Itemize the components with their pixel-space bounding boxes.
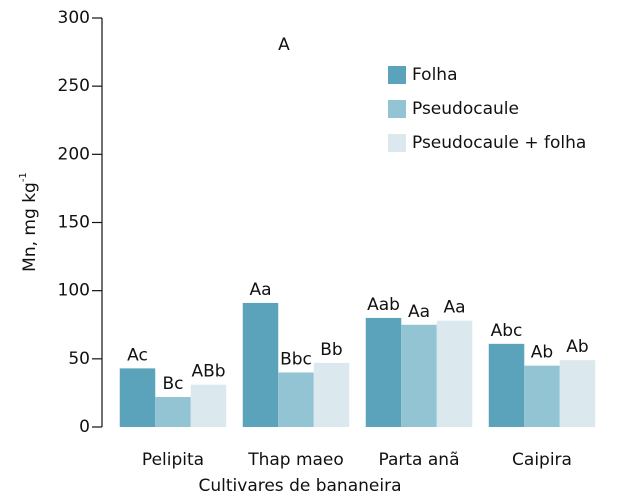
bar [190, 384, 227, 427]
y-tick-label: 150 [58, 213, 90, 233]
bar [488, 343, 525, 427]
legend-label: Pseudocaule + folha [412, 133, 586, 153]
bar [524, 365, 560, 427]
y-label-sup: -1 [18, 172, 29, 182]
bar-letter: Bc [162, 374, 183, 394]
legend-label: Folha [412, 65, 458, 85]
x-tick-label: Thap maeo [247, 450, 344, 470]
x-tick-label: Pelipita [142, 450, 204, 470]
bar-letter: Aab [367, 295, 400, 315]
bar-letter: Bbc [280, 349, 312, 369]
bar-letter: Abc [491, 321, 523, 341]
bar [436, 320, 473, 427]
y-tick-label: 0 [79, 417, 90, 437]
y-label-text: Mn, mg kg [20, 182, 40, 272]
bar-letter: Ab [531, 343, 553, 363]
legend-label: Pseudocaule [412, 99, 519, 119]
bar [559, 360, 596, 427]
legend-swatch [388, 100, 406, 118]
bar-letter: Aa [408, 302, 430, 322]
bar [365, 317, 402, 427]
x-axis-label: Cultivares de bananeira [199, 476, 402, 496]
y-tick-label: 250 [58, 76, 90, 96]
bar-letter: ABb [191, 362, 225, 382]
bar [313, 362, 350, 427]
legend-swatch [388, 134, 406, 152]
y-axis-label: Mn, mg kg-1 [18, 172, 40, 272]
bar-letter: Ac [127, 345, 148, 365]
bar-letter: Ab [566, 337, 588, 357]
bar [119, 368, 156, 427]
y-tick-label: 300 [58, 8, 90, 28]
bar-letter: Aa [249, 280, 271, 300]
bar [242, 302, 279, 427]
y-tick-label: 100 [58, 281, 90, 301]
legend-swatch [388, 66, 406, 84]
bar [155, 397, 191, 427]
bar-letter: Bb [320, 340, 342, 360]
y-tick-label: 50 [68, 349, 90, 369]
bar [401, 324, 437, 427]
bar [278, 372, 314, 427]
y-tick-label: 200 [58, 144, 90, 164]
x-tick-label: Parta anã [379, 450, 460, 470]
x-tick-label: Caipira [512, 450, 572, 470]
annotation: A [278, 35, 290, 55]
bar-letter: Aa [443, 298, 465, 318]
